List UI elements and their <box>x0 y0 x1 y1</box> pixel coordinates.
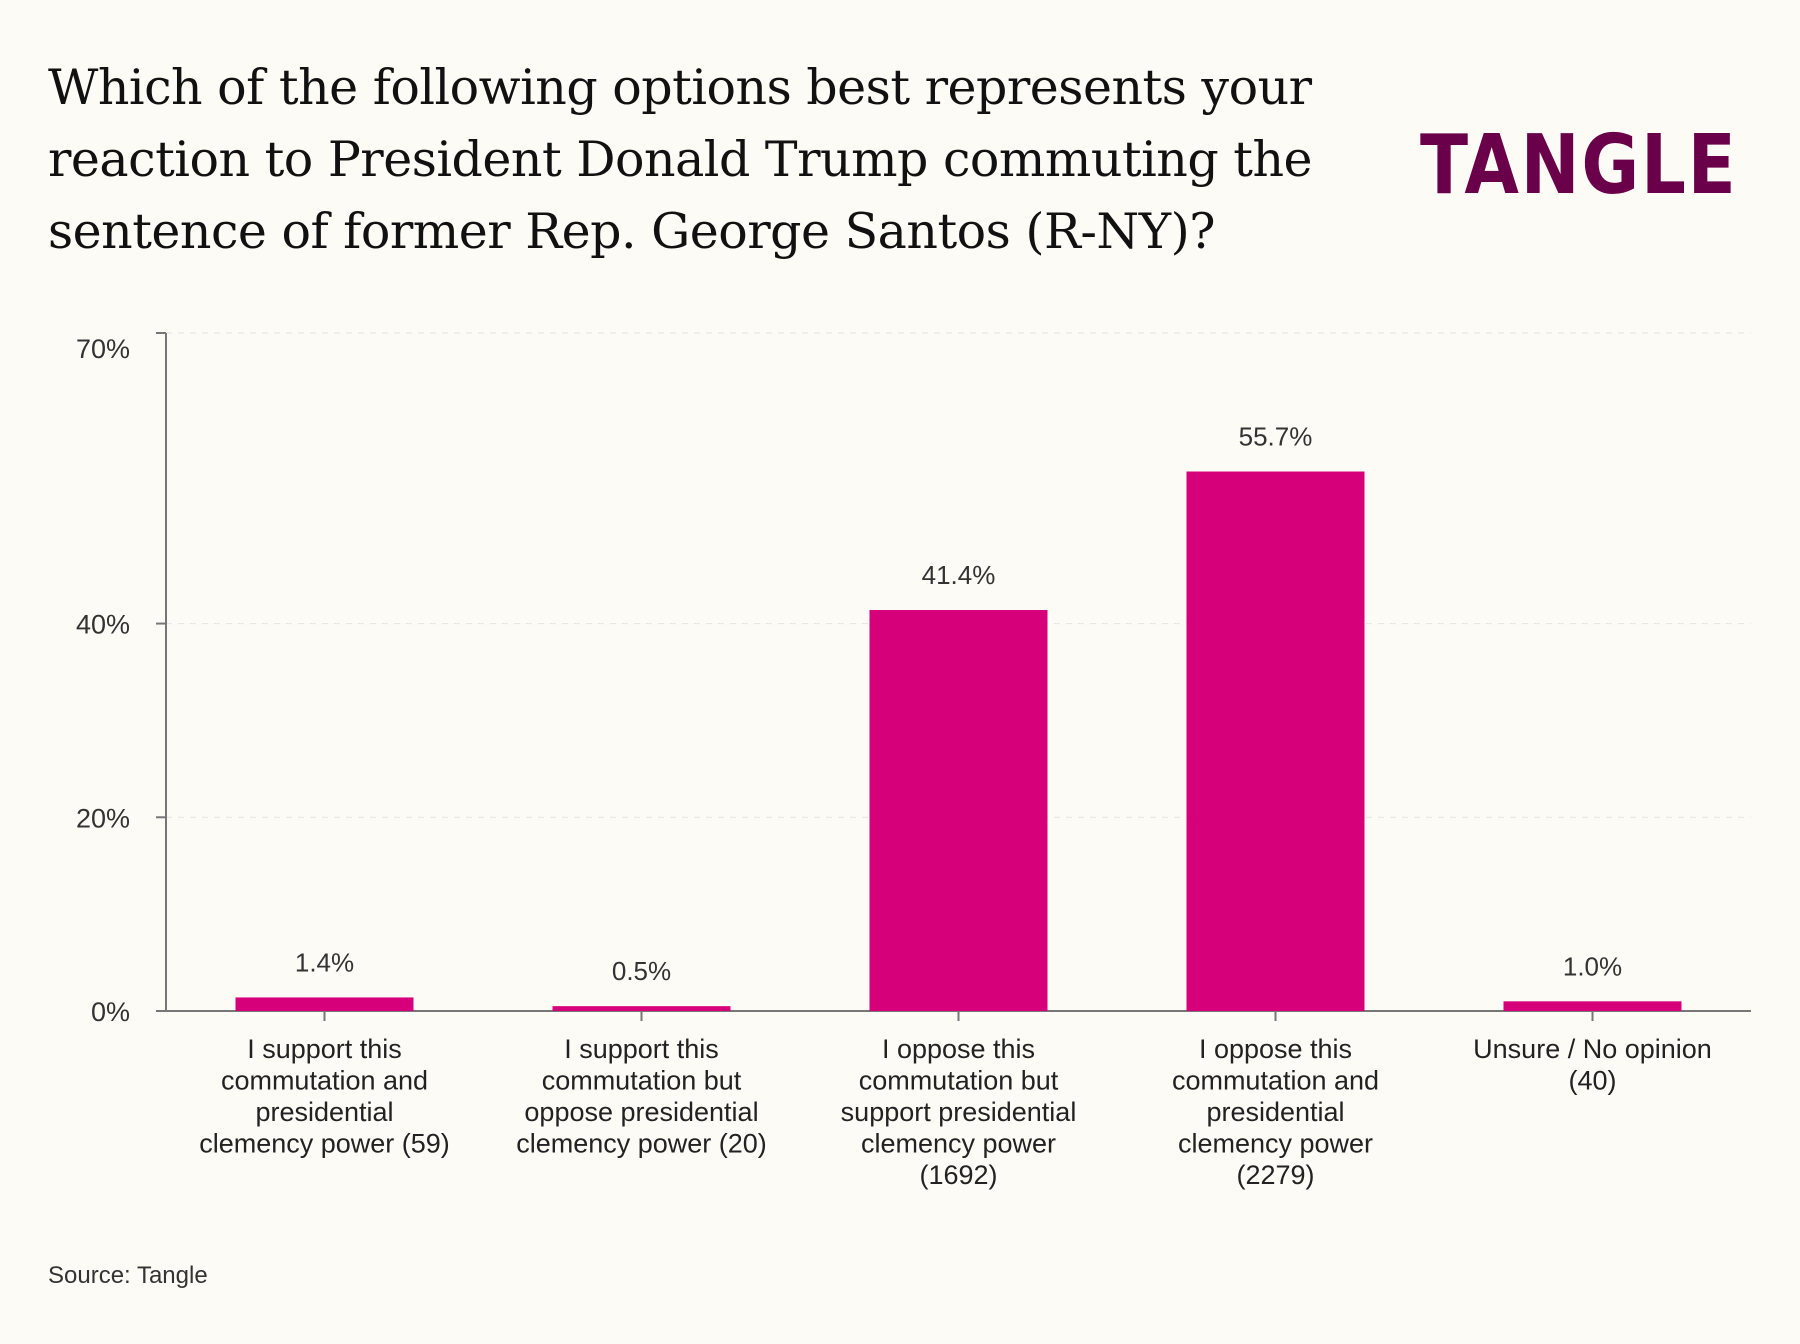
x-tick-label: Unsure / No opinion (40) <box>1473 1034 1712 1096</box>
x-tick-label-line: commutation and <box>221 1066 428 1096</box>
x-tick-label-line: I oppose this <box>1199 1034 1352 1064</box>
tangle-logo: TANGLE <box>1420 118 1738 213</box>
source-note: Source: Tangle <box>48 1262 208 1289</box>
x-tick-label-line: clemency power (20) <box>516 1129 767 1159</box>
x-tick-label: I oppose this commutation but support pres… <box>841 1034 1077 1190</box>
bar <box>1186 471 1365 1011</box>
data-label: 0.5% <box>612 956 671 986</box>
x-tick-label-line: Unsure / No opinion <box>1473 1034 1712 1064</box>
x-tick-label-line: I oppose this <box>882 1034 1035 1064</box>
data-label: 1.4% <box>295 947 354 977</box>
x-tick-label-line: oppose presidential <box>524 1097 758 1127</box>
x-tick-label: I support this commutation but oppose pres… <box>516 1034 767 1159</box>
x-tick-label: I oppose this commutation and presidential… <box>1172 1034 1379 1190</box>
bar <box>869 610 1048 1011</box>
chart-title: Which of the following options best repr… <box>48 59 1313 260</box>
x-tick-label-line: (40) <box>1568 1066 1616 1096</box>
y-tick-label: 40% <box>76 610 130 640</box>
x-tick-label: I support this commutation and presidentia… <box>199 1034 450 1159</box>
x-tick-label-line: support presidential <box>841 1097 1077 1127</box>
x-tick-label-line: commutation but <box>542 1066 742 1096</box>
x-tick-label-line: commutation and <box>1172 1066 1379 1096</box>
x-tick-label-line: commutation but <box>859 1066 1059 1096</box>
y-tick-label: 70% <box>76 334 130 364</box>
x-tick-label-line: I support this <box>564 1034 719 1064</box>
x-tick-label-line: clemency power <box>861 1129 1056 1159</box>
data-label: 41.4% <box>922 560 996 590</box>
x-tick-label-line: (2279) <box>1236 1160 1314 1190</box>
x-tick-label-line: (1692) <box>919 1160 997 1190</box>
bar <box>235 997 414 1011</box>
bar <box>1503 1001 1682 1011</box>
bar <box>552 1006 731 1011</box>
data-label: 55.7% <box>1239 422 1313 452</box>
x-tick-label-line: presidential <box>1206 1097 1344 1127</box>
y-tick-label: 0% <box>91 997 130 1027</box>
x-tick-label-line: presidential <box>255 1097 393 1127</box>
x-tick-label-line: I support this <box>247 1034 402 1064</box>
x-tick-label-line: clemency power (59) <box>199 1129 450 1159</box>
data-label: 1.0% <box>1563 951 1622 981</box>
y-tick-label: 20% <box>76 803 130 833</box>
x-tick-label-line: clemency power <box>1178 1129 1373 1159</box>
